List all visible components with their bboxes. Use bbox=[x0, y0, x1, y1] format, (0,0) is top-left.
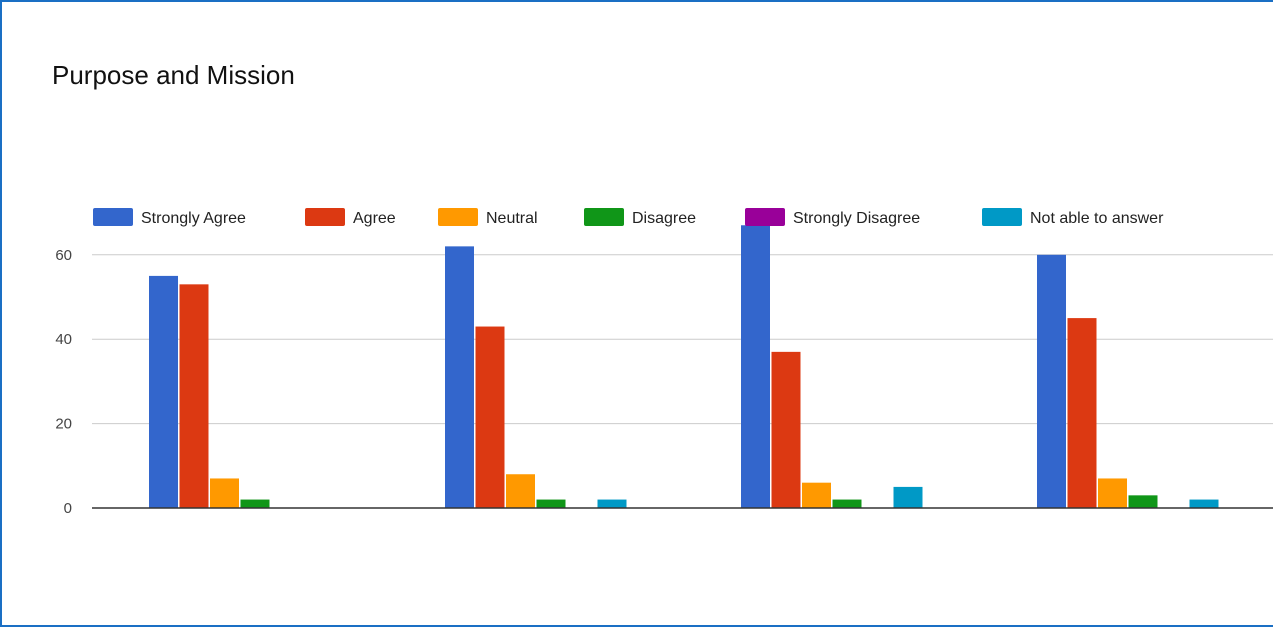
bar-agree bbox=[1067, 318, 1097, 508]
y-axis-ticks: 0 20 40 60 bbox=[55, 247, 72, 517]
y-tick-label: 60 bbox=[55, 247, 72, 264]
legend-swatch bbox=[305, 208, 345, 226]
legend: Strongly Agree Agree Neutral Disagree Strong… bbox=[93, 208, 1164, 227]
bar-disagree bbox=[1128, 495, 1158, 508]
bar-not-able-to-answer bbox=[893, 486, 923, 508]
bar-agree bbox=[179, 284, 209, 508]
bar-agree bbox=[475, 326, 505, 508]
bar-agree bbox=[771, 351, 801, 508]
legend-swatch bbox=[438, 208, 478, 226]
legend-label: Neutral bbox=[486, 210, 538, 227]
legend-label: Agree bbox=[353, 210, 396, 227]
legend-label: Not able to answer bbox=[1030, 210, 1164, 227]
chart-title: Purpose and Mission bbox=[52, 60, 295, 90]
bar-neutral bbox=[210, 478, 239, 508]
legend-swatch bbox=[93, 208, 133, 226]
legend-label: Strongly Agree bbox=[141, 210, 246, 227]
bar-strongly-agree bbox=[1037, 254, 1066, 508]
legend-label: Disagree bbox=[632, 210, 696, 227]
bar-neutral bbox=[802, 482, 831, 508]
legend-swatch bbox=[584, 208, 624, 226]
bars bbox=[149, 225, 1219, 509]
bar-neutral bbox=[506, 474, 535, 508]
y-tick-label: 40 bbox=[55, 331, 72, 348]
bar-neutral bbox=[1098, 478, 1127, 508]
legend-swatch bbox=[745, 208, 785, 226]
bar-disagree bbox=[240, 499, 270, 508]
bar-strongly-agree bbox=[149, 275, 178, 508]
legend-swatch bbox=[982, 208, 1022, 226]
legend-label: Strongly Disagree bbox=[793, 210, 920, 227]
bar-disagree bbox=[536, 499, 566, 508]
bar-disagree bbox=[832, 499, 862, 508]
bar-strongly-agree bbox=[445, 246, 474, 509]
y-tick-label: 0 bbox=[64, 500, 72, 517]
y-tick-label: 20 bbox=[55, 416, 72, 433]
bar-not-able-to-answer bbox=[1189, 499, 1219, 508]
bar-not-able-to-answer bbox=[597, 499, 627, 508]
bar-strongly-agree bbox=[741, 225, 770, 508]
